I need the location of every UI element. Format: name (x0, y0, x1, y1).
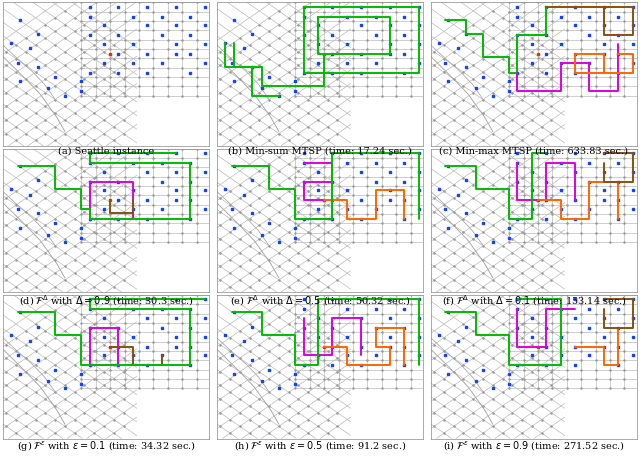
Text: (d) $\mathcal{F}^{\Delta}$ with $\Delta = 0.9$ (time: 30.3 sec.): (d) $\mathcal{F}^{\Delta}$ with $\Delta … (19, 293, 193, 308)
Text: (i) $\mathcal{F}^{\varepsilon}$ with $\varepsilon = 0.9$ (time: 271.52 sec.): (i) $\mathcal{F}^{\varepsilon}$ with $\v… (443, 439, 625, 453)
Text: (a) Seattle instance: (a) Seattle instance (58, 147, 154, 156)
Text: (g) $\mathcal{F}^{\varepsilon}$ with $\varepsilon = 0.1$ (time: 34.32 sec.): (g) $\mathcal{F}^{\varepsilon}$ with $\v… (17, 439, 195, 454)
Text: (b) Min-sum MTSP (time: 17.24 sec.): (b) Min-sum MTSP (time: 17.24 sec.) (228, 147, 412, 156)
Text: (e) $\mathcal{F}^{\Delta}$ with $\Delta = 0.5$ (time: 50.32 sec.): (e) $\mathcal{F}^{\Delta}$ with $\Delta … (230, 293, 410, 308)
Text: (h) $\mathcal{F}^{\varepsilon}$ with $\varepsilon = 0.5$ (time: 91.2 sec.): (h) $\mathcal{F}^{\varepsilon}$ with $\v… (234, 439, 406, 453)
Text: (c) Min-max MTSP (time: 633.83 sec.): (c) Min-max MTSP (time: 633.83 sec.) (440, 147, 628, 156)
Text: (f) $\mathcal{F}^{\Delta}$ with $\Delta = 0.1$ (time: 153.14 sec.): (f) $\mathcal{F}^{\Delta}$ with $\Delta … (442, 293, 627, 308)
